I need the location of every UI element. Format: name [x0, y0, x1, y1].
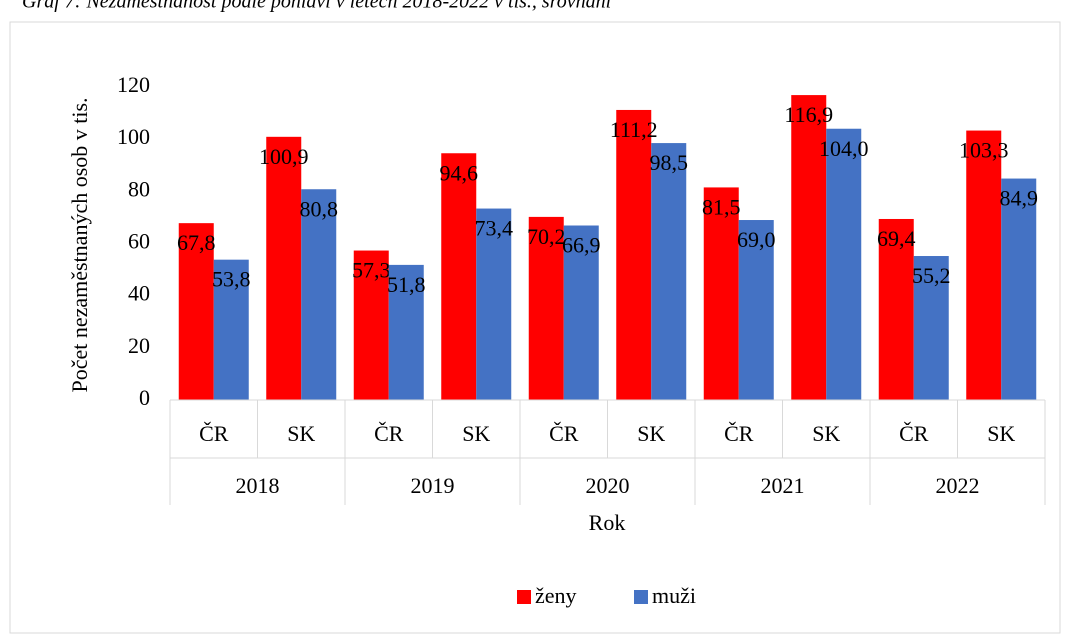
- x-tick-label: SK: [987, 421, 1015, 446]
- x-axis-label: Rok: [589, 510, 626, 535]
- bar: [353, 250, 389, 400]
- data-label: 116,9: [784, 102, 833, 127]
- bar: [616, 109, 652, 400]
- data-label: 70,2: [527, 224, 566, 249]
- x-tick-label: SK: [287, 421, 315, 446]
- chart-frame: [9, 21, 1061, 634]
- data-label: 57,3: [352, 258, 391, 283]
- data-label: 98,5: [650, 150, 689, 175]
- bar: [178, 223, 214, 400]
- data-label: 104,0: [819, 136, 869, 161]
- x-tick-label: ČR: [899, 421, 929, 446]
- bar: [878, 218, 914, 400]
- data-label: 55,2: [912, 263, 951, 288]
- x-group-label: 2021: [761, 473, 805, 498]
- x-tick-label: ČR: [199, 421, 229, 446]
- chart-title: Graf 7: Nezaměstnanost podle pohlaví v l…: [22, 0, 614, 13]
- data-label: 69,0: [737, 227, 776, 252]
- data-label: 84,9: [1000, 186, 1039, 211]
- x-tick-label: SK: [637, 421, 665, 446]
- data-label: 66,9: [562, 233, 601, 258]
- y-tick-label: 120: [117, 72, 150, 97]
- legend-label: ženy: [535, 583, 577, 608]
- bar: [966, 130, 1002, 400]
- data-label: 81,5: [702, 194, 741, 219]
- x-group-label: 2022: [936, 473, 980, 498]
- bar: [388, 264, 424, 400]
- bar: [301, 189, 337, 400]
- data-label: 69,4: [877, 226, 916, 251]
- y-tick-label: 40: [128, 281, 150, 306]
- bar: [1001, 178, 1037, 400]
- data-label: 111,2: [610, 117, 658, 142]
- x-tick-label: SK: [462, 421, 490, 446]
- data-label: 73,4: [475, 216, 514, 241]
- y-tick-label: 100: [117, 124, 150, 149]
- y-tick-label: 80: [128, 176, 150, 201]
- x-group-label: 2018: [236, 473, 280, 498]
- y-tick-label: 20: [128, 333, 150, 358]
- data-label: 103,3: [959, 138, 1009, 163]
- data-label: 80,8: [300, 196, 339, 221]
- bar: [791, 95, 827, 401]
- bar: [266, 136, 302, 401]
- bar: [563, 225, 599, 400]
- bar: [651, 143, 687, 400]
- data-label: 51,8: [387, 272, 426, 297]
- bar: [738, 220, 774, 400]
- bar: [826, 128, 862, 400]
- x-tick-label: ČR: [724, 421, 754, 446]
- x-tick-label: SK: [812, 421, 840, 446]
- y-tick-label: 0: [139, 385, 150, 410]
- legend-label: muži: [652, 583, 696, 608]
- legend-swatch: [517, 590, 531, 604]
- legend-swatch: [634, 590, 648, 604]
- y-axis-label: Počet nezaměstnaných osob v tis.: [67, 97, 92, 392]
- x-group-label: 2019: [411, 473, 455, 498]
- x-group-label: 2020: [586, 473, 630, 498]
- x-tick-label: ČR: [549, 421, 579, 446]
- bar: [528, 216, 564, 400]
- bar: [913, 256, 949, 400]
- y-tick-label: 60: [128, 229, 150, 254]
- bar: [441, 153, 477, 400]
- bar: [703, 187, 739, 400]
- bar: [476, 208, 512, 400]
- data-label: 94,6: [440, 160, 479, 185]
- data-label: 100,9: [259, 144, 309, 169]
- bar: [213, 259, 249, 400]
- x-tick-label: ČR: [374, 421, 404, 446]
- data-label: 53,8: [212, 267, 251, 292]
- data-label: 67,8: [177, 230, 216, 255]
